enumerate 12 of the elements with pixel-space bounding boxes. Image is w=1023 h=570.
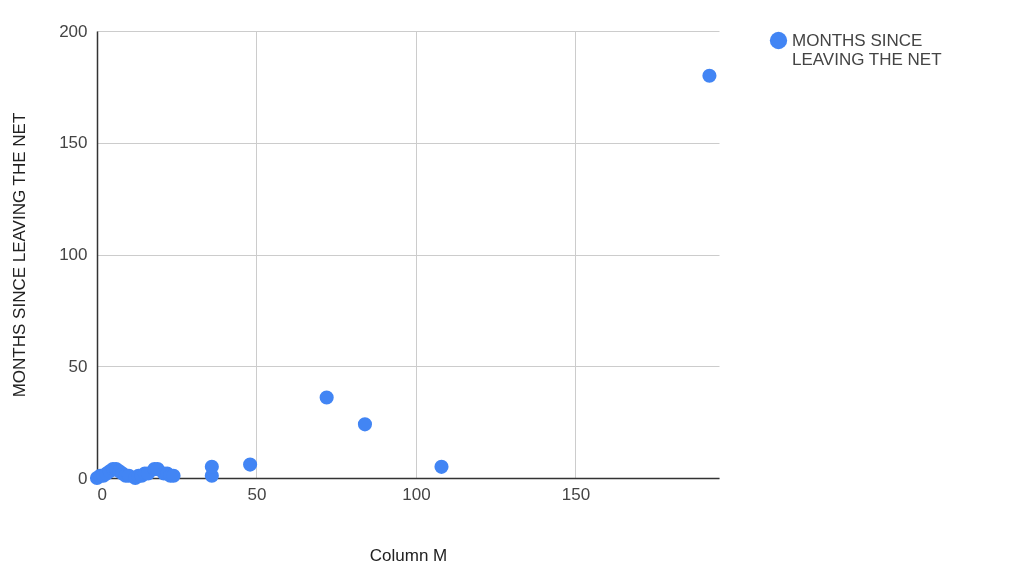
x-tick-label: 100 [402,484,431,504]
y-tick-label: 100 [59,245,88,264]
y-tick-label: 200 [59,21,88,41]
x-axis-title: Column M [369,545,448,565]
y-tick-label: 50 [68,356,88,376]
x-tick-label: 50 [247,484,267,504]
y-axis-title: MONTHS SINCE LEAVING THE NET [10,112,30,398]
x-tick-label: 150 [561,484,591,504]
y-tick-label: 0 [78,468,88,488]
x-tick-label: 0 [97,484,107,504]
y-tick-label: 150 [59,133,88,153]
legend-label: MONTHS SINCE LEAVING THE NET [792,30,942,69]
